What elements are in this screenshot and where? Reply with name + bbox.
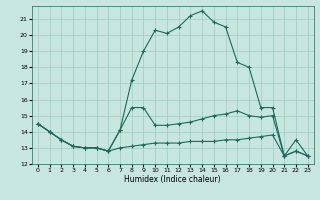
X-axis label: Humidex (Indice chaleur): Humidex (Indice chaleur) bbox=[124, 175, 221, 184]
